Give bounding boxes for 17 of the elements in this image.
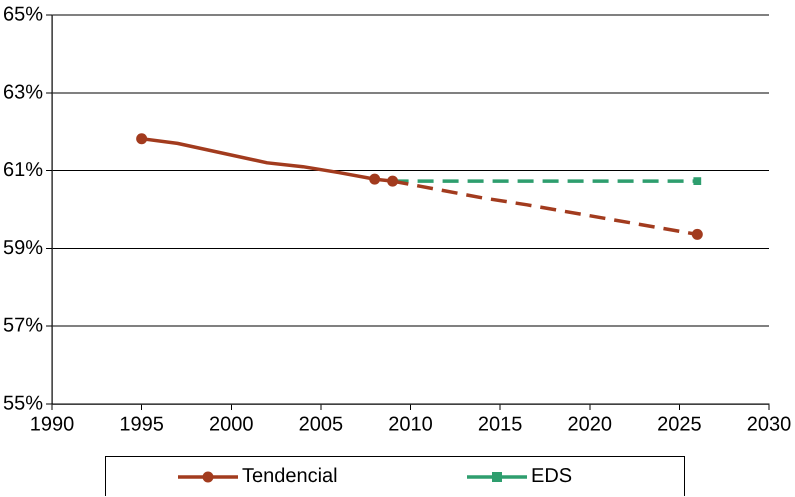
y-tick-label: 63% [3,81,44,104]
y-tick-label: 61% [3,159,44,182]
x-tick-label: 2025 [657,414,702,436]
x-tick-label: 1990 [30,414,74,436]
y-tick-label: 65% [3,4,44,26]
x-tick-label: 2020 [568,414,612,436]
x-tick-label: 2030 [746,414,792,436]
y-tick-label: 57% [3,314,44,337]
legend-label: Tendencial [242,465,338,488]
x-tick-label: 2015 [478,414,522,436]
legend-label: EDS [531,465,572,488]
y-tick-label: 55% [3,392,44,415]
y-tick-label: 59% [3,236,44,259]
x-tick-label: 2005 [298,414,344,436]
x-tick-label: 2000 [209,414,254,436]
x-tick-label: 1995 [119,414,164,436]
x-tick-label: 2010 [388,414,433,436]
